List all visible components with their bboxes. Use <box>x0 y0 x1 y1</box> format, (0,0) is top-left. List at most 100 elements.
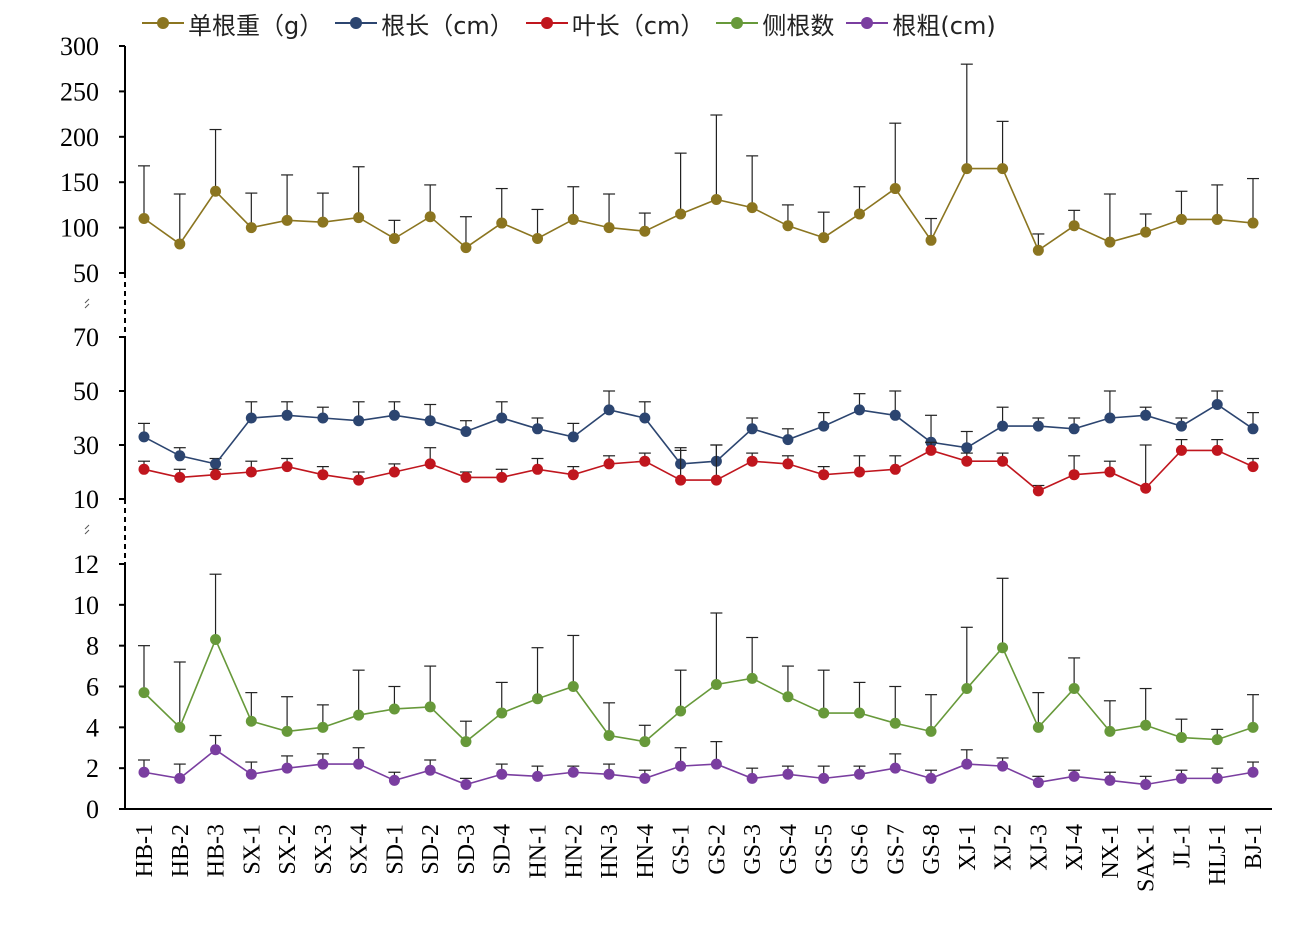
legend-marker-root-diameter <box>846 17 889 29</box>
data-point <box>853 707 865 719</box>
data-point <box>1211 399 1223 410</box>
data-point <box>746 455 758 467</box>
data-point <box>1140 482 1152 494</box>
data-point <box>1104 774 1116 786</box>
data-point <box>138 766 150 778</box>
data-point <box>496 707 508 719</box>
x-tick-label: HN-2 <box>561 824 587 879</box>
data-point <box>639 412 651 424</box>
data-point <box>675 474 687 486</box>
x-tick-label: SAX-1 <box>1134 824 1160 892</box>
data-point <box>746 672 758 684</box>
chart-legend: 单根重（g） 根长（cm） 叶长（cm） 侧根数 根粗(cm) <box>140 6 1006 40</box>
data-point <box>210 469 222 481</box>
x-tick-label: HB-1 <box>132 824 158 877</box>
data-point <box>174 772 186 784</box>
data-point <box>853 466 865 478</box>
legend-item-root-weight: 单根重（g） <box>140 6 323 41</box>
data-point <box>388 232 400 244</box>
data-point <box>1068 770 1080 782</box>
data-point <box>281 762 293 774</box>
data-point <box>1211 772 1223 784</box>
data-point <box>1140 226 1152 238</box>
data-point <box>925 444 937 456</box>
y-tick-label: 30 <box>73 431 99 460</box>
data-point <box>174 721 186 733</box>
data-point <box>353 709 365 721</box>
legend-marker-root-weight <box>142 17 184 29</box>
data-point <box>889 762 901 774</box>
data-point <box>1211 213 1223 225</box>
data-point <box>1175 213 1187 225</box>
series-line <box>143 637 1254 743</box>
data-point <box>675 760 687 772</box>
data-point <box>1032 420 1044 432</box>
series-line <box>143 449 1254 492</box>
data-point <box>1140 779 1152 790</box>
data-point <box>353 758 365 770</box>
data-point <box>460 242 472 254</box>
data-point <box>532 693 544 705</box>
data-point <box>174 450 186 462</box>
data-point <box>997 163 1009 175</box>
data-point <box>245 466 257 478</box>
data-point <box>532 463 544 475</box>
legend-label-root-diameter: 根粗(cm) <box>892 11 996 40</box>
data-point <box>710 758 722 770</box>
x-tick-label: NX-1 <box>1098 824 1124 879</box>
data-point <box>746 423 758 435</box>
data-point <box>961 442 973 454</box>
x-tick-label: SX-1 <box>239 824 265 875</box>
data-point <box>746 202 758 214</box>
data-point <box>245 768 257 780</box>
x-tick-label: JL-1 <box>1169 824 1195 868</box>
data-point <box>245 715 257 727</box>
data-point <box>961 455 973 467</box>
data-point <box>210 744 222 756</box>
legend-label-lateral-roots: 侧根数 <box>762 11 835 40</box>
data-point <box>925 772 937 784</box>
data-point <box>317 758 329 770</box>
data-point <box>1032 721 1044 733</box>
x-tick-label: GS-6 <box>847 824 873 875</box>
data-point <box>603 768 615 780</box>
y-tick-label: 10 <box>73 591 99 620</box>
data-point <box>782 691 794 703</box>
y-tick-label: 10 <box>73 485 99 514</box>
data-point <box>925 725 937 737</box>
data-point <box>1104 412 1116 424</box>
y-tick-label: 12 <box>73 550 99 579</box>
y-tick-label: 50 <box>73 259 99 288</box>
series-line <box>143 403 1254 465</box>
data-point <box>1068 469 1080 481</box>
data-point <box>388 466 400 478</box>
x-tick-label: HN-4 <box>633 824 659 879</box>
data-point <box>460 736 472 748</box>
x-tick-label: HB-2 <box>168 824 194 877</box>
data-point <box>710 678 722 690</box>
data-point <box>1247 217 1259 229</box>
x-tick-label: SD-4 <box>490 824 516 875</box>
data-point <box>782 458 794 470</box>
data-point <box>424 211 436 223</box>
data-point <box>1140 719 1152 731</box>
y-tick-label: 150 <box>60 168 99 197</box>
legend-label-root-length: 根长（cm） <box>381 11 514 40</box>
series-2-0 <box>138 573 1259 748</box>
y-tick-label: 250 <box>60 77 99 106</box>
data-point <box>889 183 901 195</box>
data-point <box>710 474 722 486</box>
y-tick-label: 6 <box>86 673 99 702</box>
y-tick-label: 100 <box>60 214 99 243</box>
data-point <box>782 768 794 780</box>
data-point <box>317 469 329 481</box>
axis-break-mark-0-b <box>84 303 90 309</box>
data-point <box>1068 220 1080 232</box>
data-point <box>245 222 257 234</box>
data-point <box>496 217 508 229</box>
y-tick-label: 300 <box>60 32 99 61</box>
data-point <box>138 463 150 475</box>
data-point <box>853 768 865 780</box>
data-point <box>853 208 865 220</box>
series-1-0 <box>138 390 1259 470</box>
